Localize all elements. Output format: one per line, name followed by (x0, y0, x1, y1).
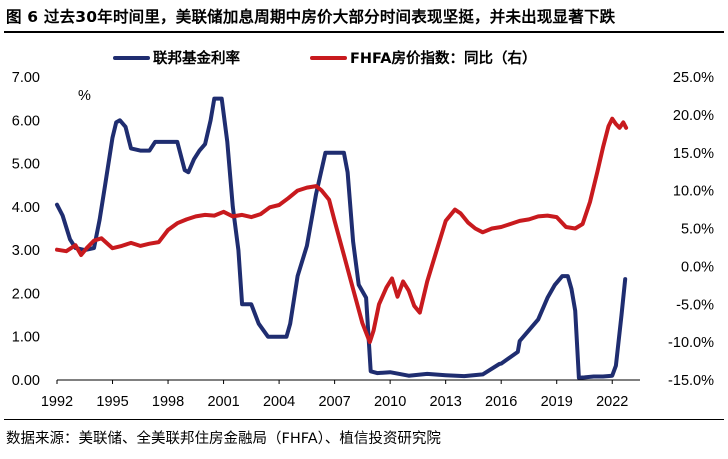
y-left-tick-label: 4.00 (12, 200, 40, 216)
legend-label-fed-funds: 联邦基金利率 (153, 49, 240, 67)
y-right-tick-label: 10.0% (673, 184, 714, 200)
y-right-tick-label: -10.0% (668, 335, 714, 351)
y-left-tick-label: 6.00 (12, 113, 40, 129)
x-tick-label: 1998 (152, 394, 184, 410)
y-left-tick-label: 2.00 (12, 286, 40, 302)
figure-title: 图 6 过去30年时间里，美联储加息周期中房价大部分时间表现坚挺，并未出现显著下… (6, 8, 616, 26)
x-tick-label: 2019 (541, 394, 573, 410)
source-divider (4, 419, 724, 420)
y-right-tick-label: 20.0% (673, 108, 714, 124)
x-tick-label: 2001 (207, 394, 239, 410)
y-right-tick-label: -5.0% (676, 297, 714, 313)
x-tick-label: 1992 (41, 394, 73, 410)
y-left-tick-label: 3.00 (12, 243, 40, 259)
x-tick-label: 1995 (96, 394, 128, 410)
y-left-tick-label: 0.00 (12, 373, 40, 389)
y-left-tick-label: 1.00 (12, 330, 40, 346)
x-tick-label: 2004 (263, 394, 295, 410)
title-divider (4, 31, 724, 33)
x-tick-label: 2013 (430, 394, 462, 410)
y-right-tick-label: 15.0% (673, 146, 714, 162)
y-left-unit-label: % (78, 88, 91, 104)
fhfa-hpi-yoy-line (55, 116, 629, 345)
y-right-tick-label: 25.0% (673, 70, 714, 86)
y-left-tick-label: 7.00 (12, 70, 40, 86)
x-tick-label: 2007 (318, 394, 350, 410)
y-right-tick-label: 0.0% (681, 259, 714, 275)
fed-funds-rate-line (55, 96, 628, 380)
source-note: 数据来源：美联储、全美联邦住房金融局（FHFA）、植信投资研究院 (6, 431, 441, 447)
y-left-tick-label: 5.00 (12, 157, 40, 173)
y-right-tick-label: -15.0% (668, 373, 714, 389)
y-right-tick-label: 5.0% (681, 222, 714, 238)
x-tick-label: 2016 (485, 394, 517, 410)
legend-label-fhfa: FHFA房价指数：同比（右） (350, 49, 537, 67)
x-tick-label: 2010 (374, 394, 406, 410)
x-tick-label: 2022 (596, 394, 628, 410)
